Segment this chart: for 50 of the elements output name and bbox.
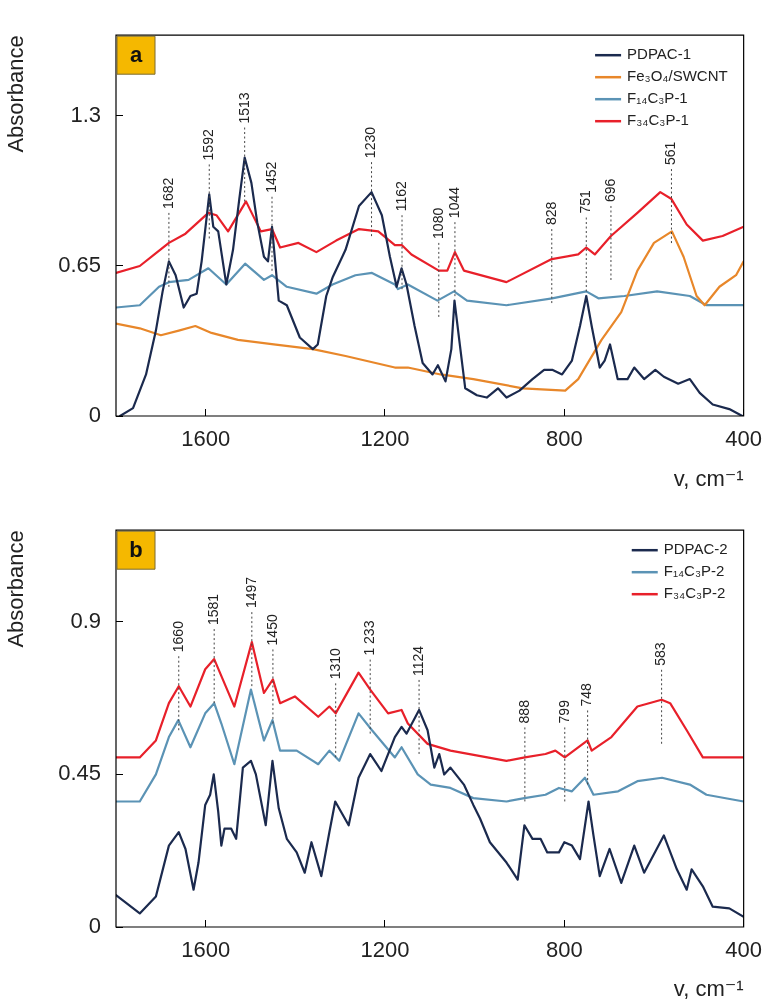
annotation: 1682	[159, 177, 176, 209]
annotation: 1450	[263, 614, 280, 646]
annotation: 1162	[392, 180, 409, 212]
annotation: 828	[542, 201, 559, 226]
annotation: 888	[515, 699, 532, 724]
y-tick-label: 0.65	[58, 252, 101, 278]
y-tick-label: 0.45	[58, 760, 101, 786]
annotation: 1497	[242, 576, 259, 609]
y-tick-label: 1.3	[70, 102, 101, 128]
x-tick-label: 1200	[360, 426, 410, 452]
annotation: 751	[577, 189, 594, 214]
annotation: 1 233	[361, 620, 378, 656]
x-tick-label: 1600	[181, 426, 231, 452]
annotation: 1230	[362, 126, 379, 159]
annotation: 1310	[326, 647, 343, 680]
y-tick-label: 0.9	[70, 607, 101, 633]
annotation: 583	[652, 642, 669, 666]
annotation: 1660	[169, 620, 186, 653]
y-axis-title: Absorbance	[3, 35, 29, 153]
x-tick-label: 800	[545, 426, 583, 452]
annotation: 561	[662, 141, 679, 166]
legend-label: F₃₄C₃P-1	[627, 111, 689, 129]
x-axis-title: v, cm⁻¹	[673, 976, 744, 1002]
x-tick-label: 1600	[181, 937, 231, 963]
annotation: 1581	[205, 593, 222, 626]
x-tick-label: 400	[725, 426, 763, 452]
annotation: 799	[555, 699, 572, 724]
x-tick-label: 400	[725, 937, 763, 963]
legend-label: F₃₄C₃P-2	[663, 584, 726, 602]
annotation: 1452	[262, 161, 279, 193]
annotation: 1044	[445, 186, 462, 219]
legend-label: F₁₄C₃P-2	[663, 562, 725, 580]
legend-label: F₁₄C₃P-1	[627, 89, 688, 107]
annotation: 696	[601, 178, 618, 202]
y-tick-label: 0	[88, 913, 101, 939]
annotation: 748	[578, 682, 595, 707]
y-axis-title: Absorbance	[3, 530, 29, 648]
annotation: 1124	[409, 645, 426, 676]
annotation: b	[129, 537, 143, 563]
annotation: 1513	[235, 92, 252, 124]
legend-label: PDPAC-2	[663, 540, 728, 558]
x-axis-title: v, cm⁻¹	[673, 466, 744, 492]
annotation: 1080	[429, 207, 446, 239]
legend-label: PDPAC-1	[627, 45, 691, 63]
y-tick-label: 0	[88, 402, 101, 428]
annotation: 1592	[200, 129, 217, 161]
x-tick-label: 1200	[360, 937, 410, 963]
x-tick-label: 800	[545, 937, 583, 963]
annotation: a	[129, 42, 143, 68]
legend-label: Fe₃O₄/SWCNT	[627, 67, 728, 85]
